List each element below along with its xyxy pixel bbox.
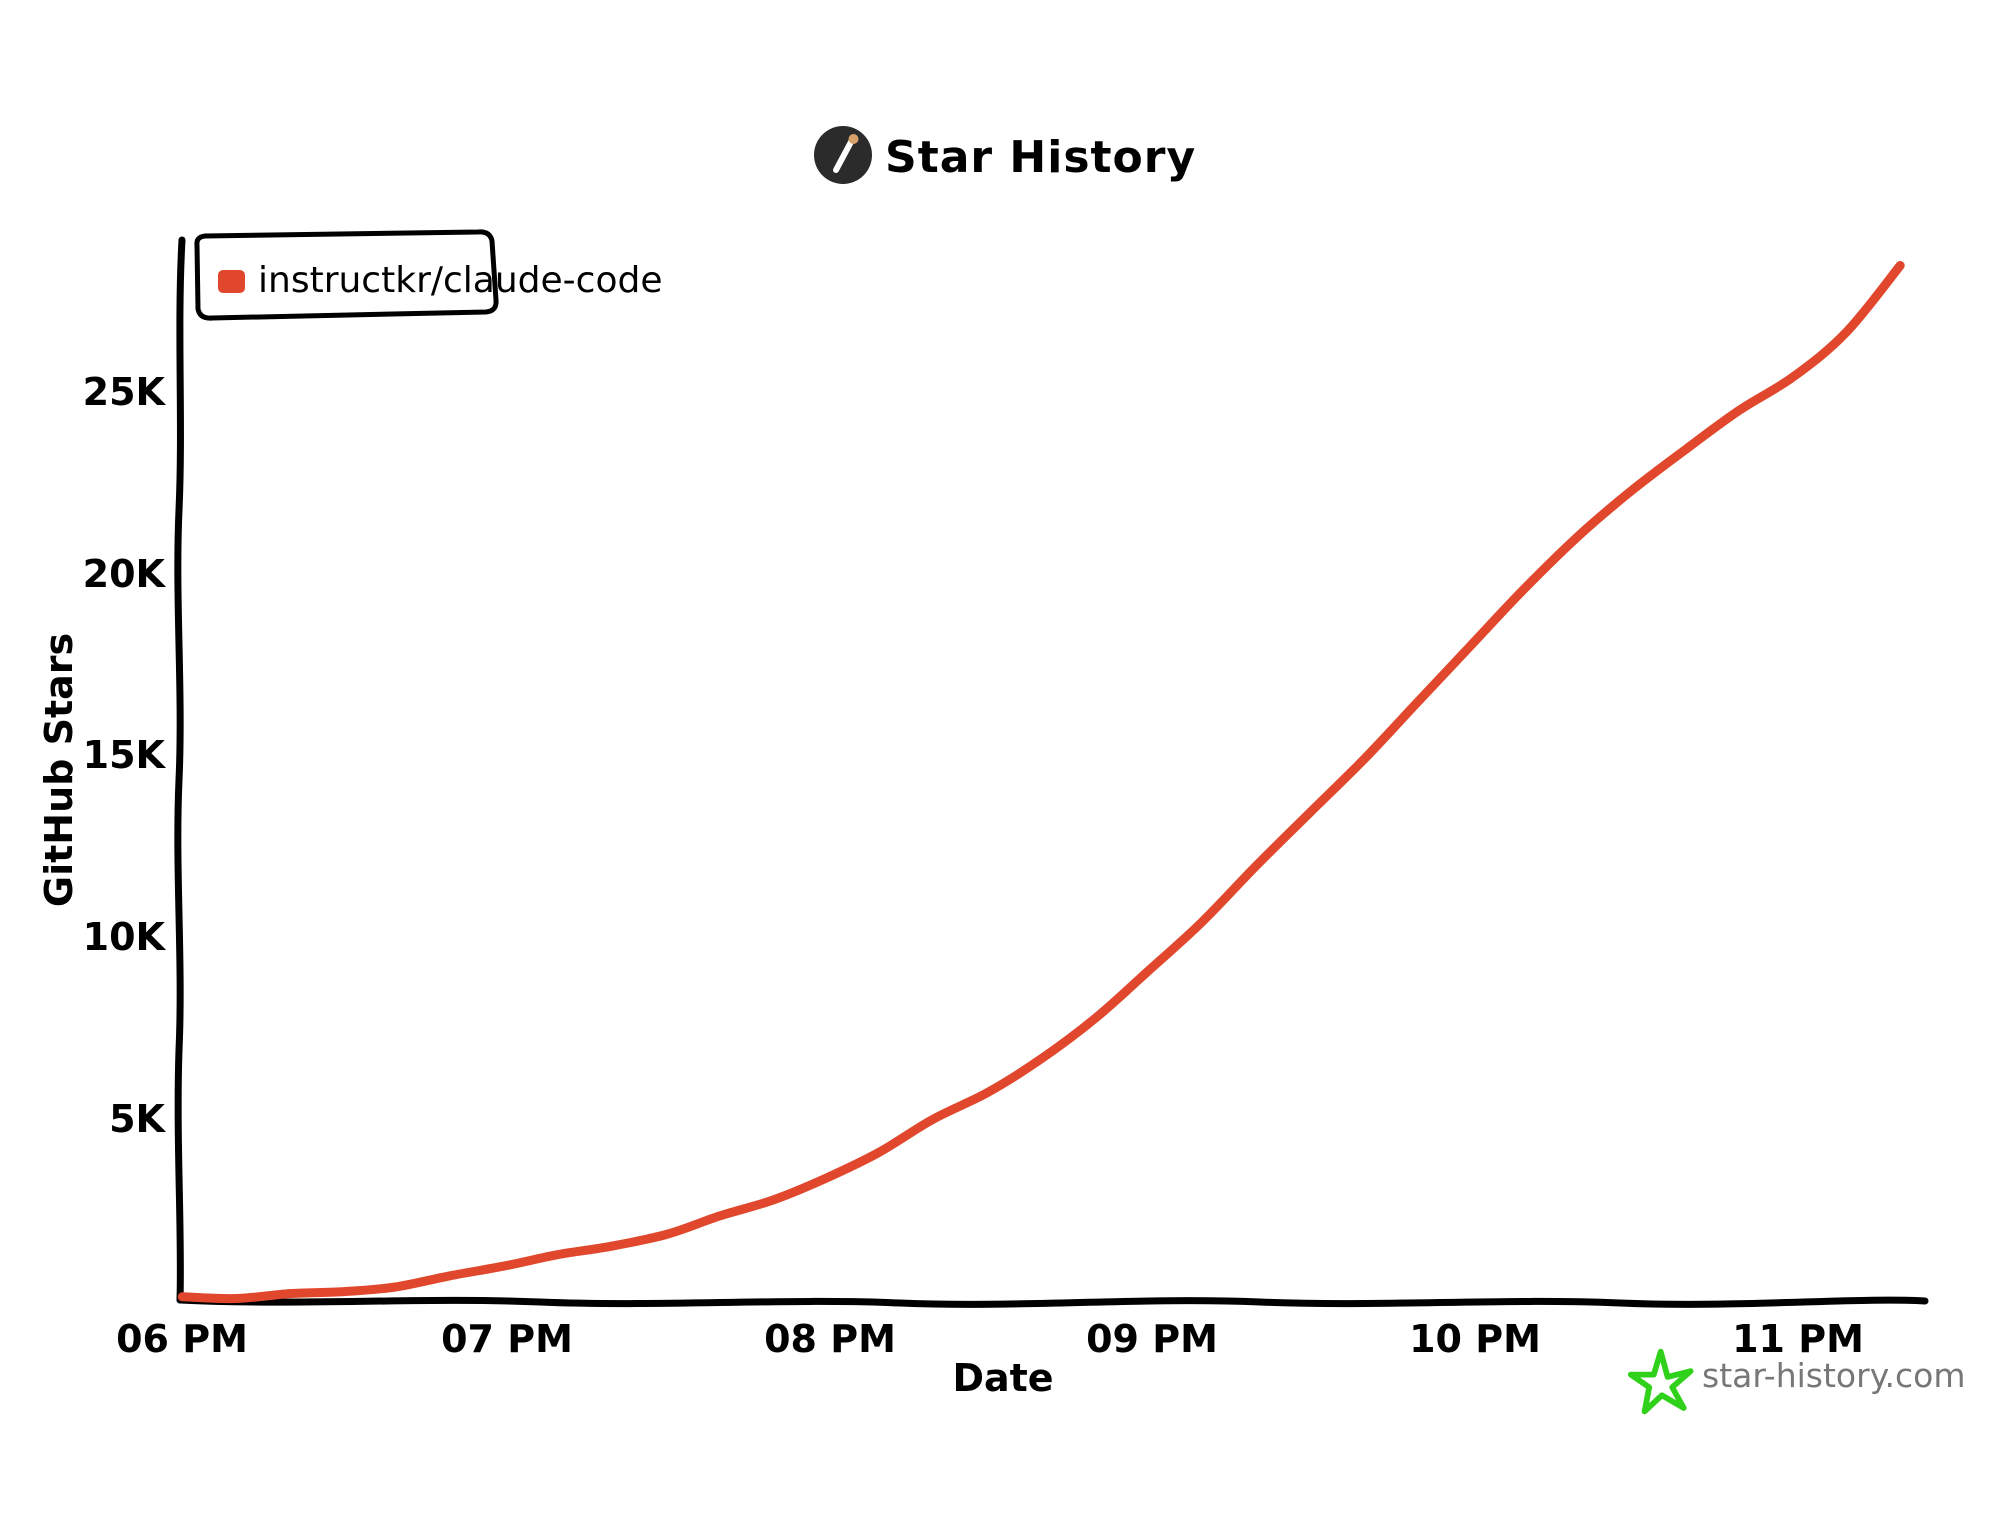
watermark[interactable]: star-history.com (1627, 1348, 1966, 1415)
x-axis-line (176, 1296, 1929, 1308)
x-tick-label-11pm: 11 PM (1732, 1317, 1864, 1361)
y-tick-label-25k: 25K (83, 370, 167, 414)
y-tick-label-15k: 15K (83, 733, 167, 777)
y-axis-tick-labels: 25K 20K 15K 10K 5K (83, 370, 167, 1141)
watermark-label: star-history.com (1702, 1356, 1965, 1395)
y-axis-title: GitHub Stars (37, 633, 81, 907)
y-tick-label-5k: 5K (109, 1097, 166, 1141)
x-axis-tick-labels: 06 PM 07 PM 08 PM 09 PM 10 PM 11 PM (116, 1317, 1864, 1361)
chart-title-group: Star History (814, 126, 1196, 184)
x-axis-title: Date (952, 1356, 1053, 1400)
page-title: Star History (885, 132, 1196, 183)
y-tick-label-20k: 20K (83, 552, 167, 596)
series-line-instructkr-claude-code[interactable] (177, 261, 1905, 1304)
x-tick-label-06pm: 06 PM (116, 1317, 248, 1361)
x-tick-label-10pm: 10 PM (1409, 1317, 1541, 1361)
y-tick-label-10k: 10K (83, 915, 167, 959)
x-tick-label-07pm: 07 PM (441, 1317, 573, 1361)
x-tick-label-08pm: 08 PM (764, 1317, 896, 1361)
pen-glyph-icon (833, 134, 859, 173)
star-icon (1627, 1348, 1694, 1415)
legend-item-label: instructkr/claude-code (258, 260, 662, 301)
legend-box (194, 229, 499, 321)
legend-marker-icon (218, 270, 245, 293)
y-axis-line (174, 236, 186, 1304)
x-tick-label-09pm: 09 PM (1086, 1317, 1218, 1361)
legend[interactable]: instructkr/claude-code (194, 229, 663, 321)
